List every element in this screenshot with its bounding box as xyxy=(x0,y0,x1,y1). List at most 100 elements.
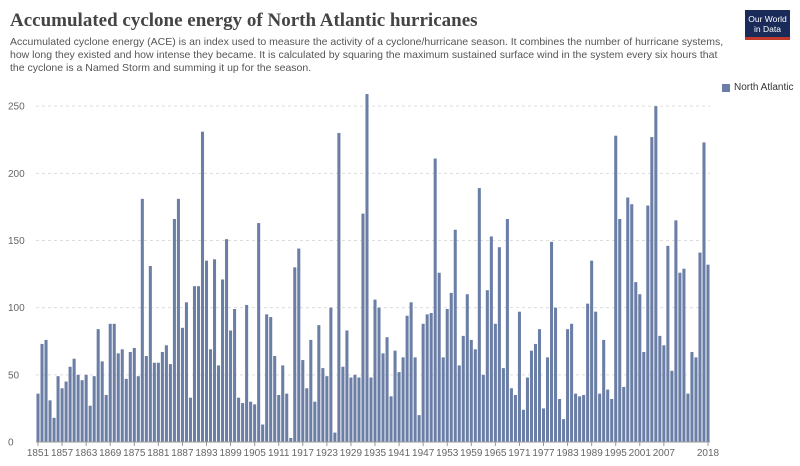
bar[interactable] xyxy=(124,378,128,442)
bar[interactable] xyxy=(64,381,68,442)
bar[interactable] xyxy=(537,329,542,442)
bar[interactable] xyxy=(429,313,433,442)
bar[interactable] xyxy=(602,339,606,442)
bar[interactable] xyxy=(108,323,112,442)
bar[interactable] xyxy=(156,362,160,442)
bar[interactable] xyxy=(373,299,377,442)
bar[interactable] xyxy=(421,323,425,442)
bar[interactable] xyxy=(481,374,485,442)
bar[interactable] xyxy=(529,350,533,442)
bar[interactable] xyxy=(650,137,654,443)
bar[interactable] xyxy=(541,408,546,442)
bar[interactable] xyxy=(68,366,72,442)
bar[interactable] xyxy=(473,349,477,442)
owid-logo[interactable]: Our World in Data xyxy=(745,10,790,40)
bar[interactable] xyxy=(558,399,562,442)
bar[interactable] xyxy=(96,329,100,442)
bar[interactable] xyxy=(88,405,92,442)
bar[interactable] xyxy=(168,364,172,442)
bar[interactable] xyxy=(80,380,84,442)
bar[interactable] xyxy=(245,304,249,442)
bar[interactable] xyxy=(670,370,674,442)
bar[interactable] xyxy=(237,397,241,442)
bar[interactable] xyxy=(261,424,265,442)
bar[interactable] xyxy=(44,339,48,442)
bar[interactable] xyxy=(433,158,437,443)
bar[interactable] xyxy=(176,198,180,442)
bar[interactable] xyxy=(525,377,529,442)
bar[interactable] xyxy=(233,309,237,442)
bar[interactable] xyxy=(706,264,710,442)
bar[interactable] xyxy=(533,343,538,442)
bar[interactable] xyxy=(148,266,152,442)
bar[interactable] xyxy=(381,353,385,442)
bar[interactable] xyxy=(333,432,337,442)
bar[interactable] xyxy=(253,404,257,442)
bar[interactable] xyxy=(140,198,144,442)
bar[interactable] xyxy=(417,415,421,442)
bar[interactable] xyxy=(221,279,225,442)
bar[interactable] xyxy=(377,307,381,442)
bar[interactable] xyxy=(92,376,96,442)
bar[interactable] xyxy=(566,329,570,442)
bar[interactable] xyxy=(445,309,449,442)
bar[interactable] xyxy=(413,357,417,442)
bar[interactable] xyxy=(213,259,217,442)
bar[interactable] xyxy=(562,419,566,442)
bar[interactable] xyxy=(554,307,558,442)
bar[interactable] xyxy=(574,393,578,442)
bar[interactable] xyxy=(485,290,489,442)
bar[interactable] xyxy=(104,394,108,442)
bar[interactable] xyxy=(305,388,309,442)
bar[interactable] xyxy=(293,267,297,442)
bar[interactable] xyxy=(582,394,586,442)
bar[interactable] xyxy=(690,351,694,442)
bar[interactable] xyxy=(144,356,148,442)
bar[interactable] xyxy=(204,260,209,442)
bar[interactable] xyxy=(225,239,229,442)
bar[interactable] xyxy=(100,361,104,442)
bar[interactable] xyxy=(465,294,469,442)
bar[interactable] xyxy=(658,335,662,442)
bar[interactable] xyxy=(425,314,429,442)
bar[interactable] xyxy=(273,356,277,442)
bar[interactable] xyxy=(341,366,345,442)
bar[interactable] xyxy=(461,335,465,442)
bar[interactable] xyxy=(321,368,325,442)
bar[interactable] xyxy=(152,362,156,442)
bar[interactable] xyxy=(361,213,365,442)
bar[interactable] xyxy=(505,219,509,442)
bar[interactable] xyxy=(614,135,618,442)
bar[interactable] xyxy=(269,317,273,442)
bar[interactable] xyxy=(545,357,550,442)
bar[interactable] xyxy=(622,386,626,442)
bar[interactable] xyxy=(598,393,602,442)
bar[interactable] xyxy=(654,106,658,443)
bar[interactable] xyxy=(60,388,64,442)
bar[interactable] xyxy=(453,229,457,442)
bar[interactable] xyxy=(349,377,353,442)
bar[interactable] xyxy=(217,365,221,442)
bar[interactable] xyxy=(297,248,301,442)
bar[interactable] xyxy=(698,252,702,442)
bar[interactable] xyxy=(469,339,473,442)
bar[interactable] xyxy=(72,358,76,442)
bar[interactable] xyxy=(405,315,409,442)
bar[interactable] xyxy=(638,294,642,442)
bar[interactable] xyxy=(686,393,690,442)
bar[interactable] xyxy=(36,393,40,442)
bar[interactable] xyxy=(265,314,269,442)
bar[interactable] xyxy=(497,247,501,442)
bar[interactable] xyxy=(317,325,321,442)
bar[interactable] xyxy=(590,260,594,442)
bar[interactable] xyxy=(509,388,513,442)
bar[interactable] xyxy=(586,303,590,442)
bar[interactable] xyxy=(309,339,313,442)
bar[interactable] xyxy=(52,417,56,442)
bar[interactable] xyxy=(329,307,333,442)
bar[interactable] xyxy=(208,349,213,442)
bar[interactable] xyxy=(493,323,497,442)
bar[interactable] xyxy=(84,374,88,442)
bar[interactable] xyxy=(409,302,413,442)
bar[interactable] xyxy=(325,376,329,442)
